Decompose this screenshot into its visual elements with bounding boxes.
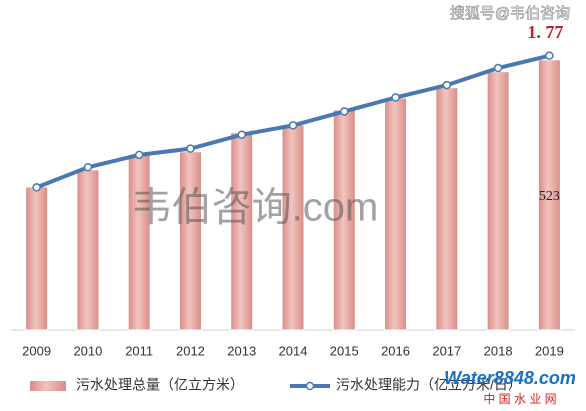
line-marker [391,93,400,102]
line-marker [134,150,144,160]
legend-label: 污水处理能力（亿立方米/日） [336,377,522,393]
bar [25,186,49,331]
line-marker [32,183,41,192]
legend-swatch [305,381,315,391]
x-tick-label: 2019 [535,343,564,358]
line-marker [288,121,298,130]
line-marker [493,63,503,73]
line-marker [237,130,246,139]
watermark: 中 国 水 业 网 [483,391,556,406]
x-tick-label: 2018 [484,343,513,358]
bar [486,71,510,331]
x-tick-label: 2017 [432,343,461,358]
legend-label: 污水处理总量（亿立方米） [76,377,244,393]
bar [76,169,100,331]
bar-value-label: 523 [539,189,560,204]
x-tick-label: 2010 [73,343,102,358]
line-marker [186,144,195,153]
watermark: 韦伯咨询.com [132,186,379,230]
watermark: 搜狐号@韦伯咨询 [450,5,570,22]
line-marker [442,80,452,90]
bar [127,154,151,331]
x-tick-label: 2015 [330,343,359,358]
x-tick-label: 2012 [176,343,205,358]
line-marker [83,163,93,172]
watermark: Water8848.com [444,368,576,388]
x-tick-label: 2009 [22,343,51,358]
bar [384,97,408,331]
line-marker [340,107,349,116]
legend-swatch [30,381,66,391]
bar [435,87,459,331]
x-tick-label: 2014 [279,343,308,358]
bar [230,132,254,331]
bar [178,151,202,331]
line-value-label: 1. 77 [527,22,563,42]
line-marker [545,51,554,60]
x-tick-label: 2013 [227,343,256,358]
x-tick-label: 2011 [125,343,153,358]
x-tick-label: 2016 [381,343,410,358]
